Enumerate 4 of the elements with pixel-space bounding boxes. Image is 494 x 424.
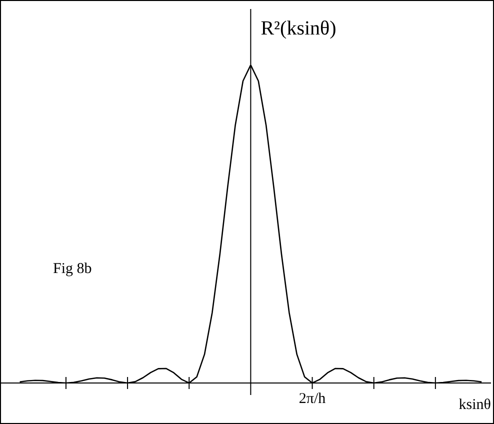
y-axis-title: R²(ksinθ) (260, 17, 336, 40)
x-axis-title: ksinθ (458, 396, 491, 413)
annotation: Fig 8b (53, 260, 92, 277)
text: 2π/h (298, 390, 326, 407)
